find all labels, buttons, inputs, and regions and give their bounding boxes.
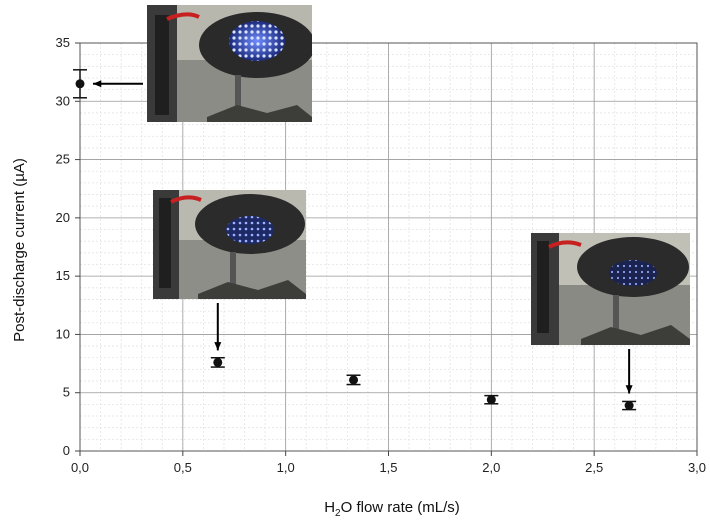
arrow-head bbox=[93, 80, 102, 88]
y-tick-label: 10 bbox=[56, 326, 70, 341]
photo-inset-267 bbox=[531, 233, 690, 345]
x-tick-label: 2,5 bbox=[585, 460, 603, 475]
inset-arrows bbox=[93, 80, 633, 394]
data-marker bbox=[349, 375, 359, 385]
axis-ticks: 0,0 0,5 1,0 1,5 2,0 2,5 3,0 0 5 10 15 20 25 30 35 bbox=[56, 35, 707, 475]
y-tick-label: 35 bbox=[56, 35, 70, 50]
x-tick-label: 2,0 bbox=[482, 460, 500, 475]
arrow-to-point-1 bbox=[214, 303, 222, 351]
x-axis-title: H2O flow rate (mL/s) bbox=[324, 499, 460, 519]
x-tick-label: 1,0 bbox=[277, 460, 295, 475]
data-point bbox=[210, 356, 225, 368]
data-marker bbox=[486, 395, 496, 405]
x-tick-label: 3,0 bbox=[688, 460, 706, 475]
x-tick-label: 1,5 bbox=[379, 460, 397, 475]
y-axis-title: Post-discharge current (µA) bbox=[11, 158, 28, 342]
data-marker bbox=[624, 401, 634, 411]
arrow-to-point-0 bbox=[93, 80, 143, 88]
data-point bbox=[346, 374, 361, 386]
y-tick-label: 15 bbox=[56, 268, 70, 283]
y-tick-label: 5 bbox=[63, 385, 70, 400]
photo-inset-no-water bbox=[147, 5, 312, 122]
y-tick-label: 20 bbox=[56, 210, 70, 225]
data-point bbox=[484, 394, 499, 405]
data-points bbox=[73, 69, 637, 411]
y-tick-label: 25 bbox=[56, 152, 70, 167]
arrow-head bbox=[214, 342, 222, 351]
photo-inset-067 bbox=[153, 190, 306, 299]
data-point bbox=[622, 400, 637, 411]
x-tick-label: 0,0 bbox=[71, 460, 89, 475]
data-point bbox=[73, 69, 87, 99]
y-tick-label: 30 bbox=[56, 93, 70, 108]
arrow-head bbox=[625, 385, 633, 394]
arrow-to-point-4 bbox=[625, 349, 633, 394]
x-tick-label: 0,5 bbox=[174, 460, 192, 475]
data-marker bbox=[75, 79, 85, 89]
data-marker bbox=[213, 357, 223, 367]
y-tick-label: 0 bbox=[63, 443, 70, 458]
